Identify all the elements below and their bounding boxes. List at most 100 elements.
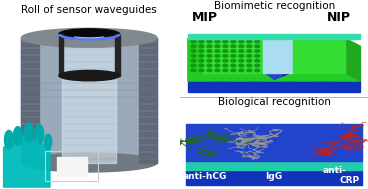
Ellipse shape [4, 130, 13, 149]
Text: CRP: CRP [339, 176, 359, 185]
Circle shape [255, 45, 260, 47]
Circle shape [223, 55, 228, 57]
Circle shape [191, 45, 196, 47]
Circle shape [255, 64, 260, 67]
Circle shape [199, 45, 204, 47]
Circle shape [199, 55, 204, 57]
Circle shape [223, 69, 228, 72]
Circle shape [223, 50, 228, 52]
Polygon shape [188, 34, 361, 39]
Circle shape [247, 55, 252, 57]
Circle shape [223, 64, 228, 67]
Circle shape [207, 60, 212, 62]
Polygon shape [282, 73, 297, 81]
Circle shape [199, 64, 204, 67]
Text: Biological recognition: Biological recognition [218, 97, 330, 107]
Text: NIP: NIP [327, 11, 351, 24]
Polygon shape [315, 73, 330, 81]
Circle shape [231, 60, 236, 62]
Polygon shape [293, 39, 346, 73]
Circle shape [215, 60, 220, 62]
Polygon shape [248, 73, 263, 81]
Text: Biomimetic recognition: Biomimetic recognition [213, 1, 335, 11]
Circle shape [231, 64, 236, 67]
Circle shape [191, 69, 196, 72]
Circle shape [215, 45, 220, 47]
Circle shape [191, 40, 196, 43]
Ellipse shape [21, 28, 157, 47]
Circle shape [239, 64, 244, 67]
Circle shape [247, 64, 252, 67]
Circle shape [207, 40, 212, 43]
Polygon shape [274, 73, 361, 81]
Circle shape [239, 40, 244, 43]
Bar [45, 151, 98, 181]
Circle shape [231, 69, 236, 72]
Polygon shape [4, 136, 50, 187]
Ellipse shape [59, 29, 120, 39]
Circle shape [215, 69, 220, 72]
Circle shape [191, 60, 196, 62]
Polygon shape [139, 38, 157, 163]
Polygon shape [186, 161, 362, 170]
Polygon shape [21, 38, 157, 163]
Polygon shape [186, 124, 362, 161]
Text: IgG: IgG [266, 172, 283, 180]
Bar [57, 157, 88, 176]
Circle shape [191, 55, 196, 57]
Circle shape [239, 60, 244, 62]
Polygon shape [188, 39, 263, 73]
Circle shape [199, 50, 204, 52]
Ellipse shape [35, 125, 44, 144]
Circle shape [255, 55, 260, 57]
Circle shape [247, 69, 252, 72]
Circle shape [223, 60, 228, 62]
Polygon shape [346, 39, 361, 81]
Circle shape [215, 64, 220, 67]
Circle shape [247, 50, 252, 52]
Circle shape [239, 55, 244, 57]
Circle shape [255, 60, 260, 62]
Circle shape [207, 69, 212, 72]
Ellipse shape [24, 123, 33, 142]
Circle shape [231, 50, 236, 52]
Circle shape [239, 45, 244, 47]
Circle shape [199, 60, 204, 62]
Circle shape [207, 45, 212, 47]
Polygon shape [263, 39, 293, 73]
Circle shape [199, 69, 204, 72]
Text: Roll of sensor waveguides: Roll of sensor waveguides [21, 5, 157, 15]
Polygon shape [115, 34, 120, 76]
Ellipse shape [45, 134, 52, 149]
Text: MIP: MIP [192, 11, 217, 24]
Circle shape [215, 40, 220, 43]
Ellipse shape [21, 153, 157, 172]
Text: anti-hCG: anti-hCG [183, 172, 227, 180]
Polygon shape [186, 170, 362, 185]
Circle shape [223, 45, 228, 47]
Circle shape [231, 45, 236, 47]
Polygon shape [214, 73, 229, 81]
Circle shape [255, 40, 260, 43]
Circle shape [247, 60, 252, 62]
Ellipse shape [59, 70, 120, 81]
Text: anti-: anti- [322, 166, 346, 175]
Circle shape [215, 55, 220, 57]
Circle shape [215, 50, 220, 52]
Circle shape [191, 50, 196, 52]
Polygon shape [188, 39, 263, 73]
Circle shape [247, 40, 252, 43]
Circle shape [231, 55, 236, 57]
Polygon shape [188, 73, 361, 81]
Polygon shape [21, 38, 39, 163]
Circle shape [223, 40, 228, 43]
Circle shape [199, 40, 204, 43]
Circle shape [247, 45, 252, 47]
Ellipse shape [13, 127, 22, 146]
Circle shape [231, 40, 236, 43]
Circle shape [255, 50, 260, 52]
Circle shape [191, 64, 196, 67]
Circle shape [255, 69, 260, 72]
Polygon shape [59, 34, 63, 76]
Polygon shape [188, 39, 274, 81]
